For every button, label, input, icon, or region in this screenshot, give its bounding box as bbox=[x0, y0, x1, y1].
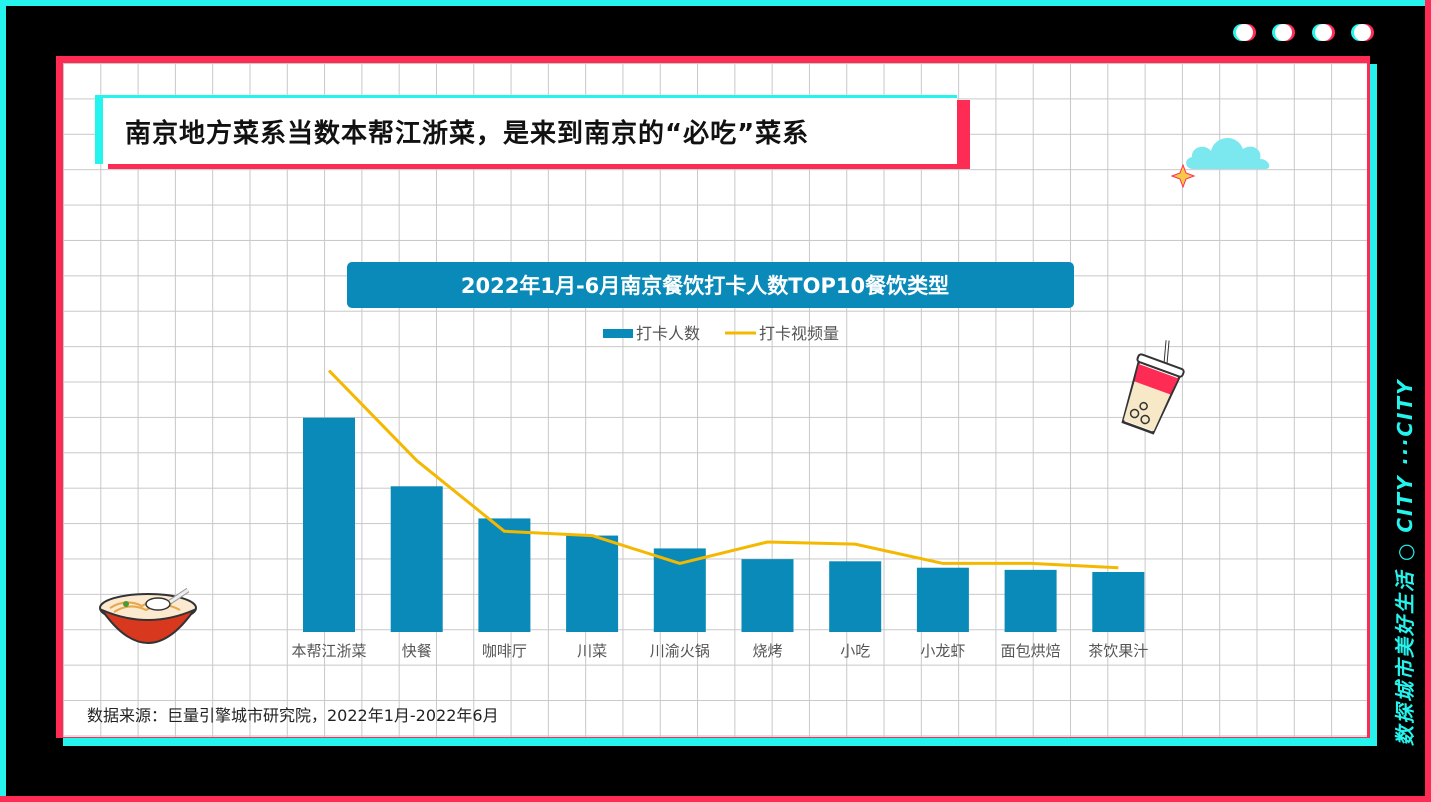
frame-top-border bbox=[0, 0, 1431, 6]
data-source: 数据来源：巨量引擎城市研究院，2022年1月-2022年6月 bbox=[87, 706, 499, 725]
page-title: 南京地方菜系当数本帮江浙菜，是来到南京的“必吃”菜系 bbox=[125, 118, 810, 149]
dot-icon bbox=[1354, 24, 1371, 41]
frame-bottom-border bbox=[0, 796, 1431, 802]
noodle-bowl-icon bbox=[99, 587, 197, 644]
dot-icon bbox=[1275, 24, 1292, 41]
dot-icon bbox=[1236, 24, 1253, 41]
page-title-box: 南京地方菜系当数本帮江浙菜，是来到南京的“必吃”菜系 bbox=[103, 98, 957, 164]
frame-left-border bbox=[0, 0, 6, 802]
cloud-icon bbox=[1170, 137, 1270, 189]
side-slogan-text: 数探城市美好生活 ○ CITY ···CITY bbox=[1393, 378, 1417, 746]
dot-icon bbox=[1315, 24, 1332, 41]
window-dots bbox=[1232, 24, 1377, 42]
side-slogan: 数探城市美好生活 ○ CITY ···CITY bbox=[1388, 258, 1422, 748]
drink-cup-icon bbox=[1121, 340, 1185, 435]
frame-right-border bbox=[1425, 0, 1431, 802]
